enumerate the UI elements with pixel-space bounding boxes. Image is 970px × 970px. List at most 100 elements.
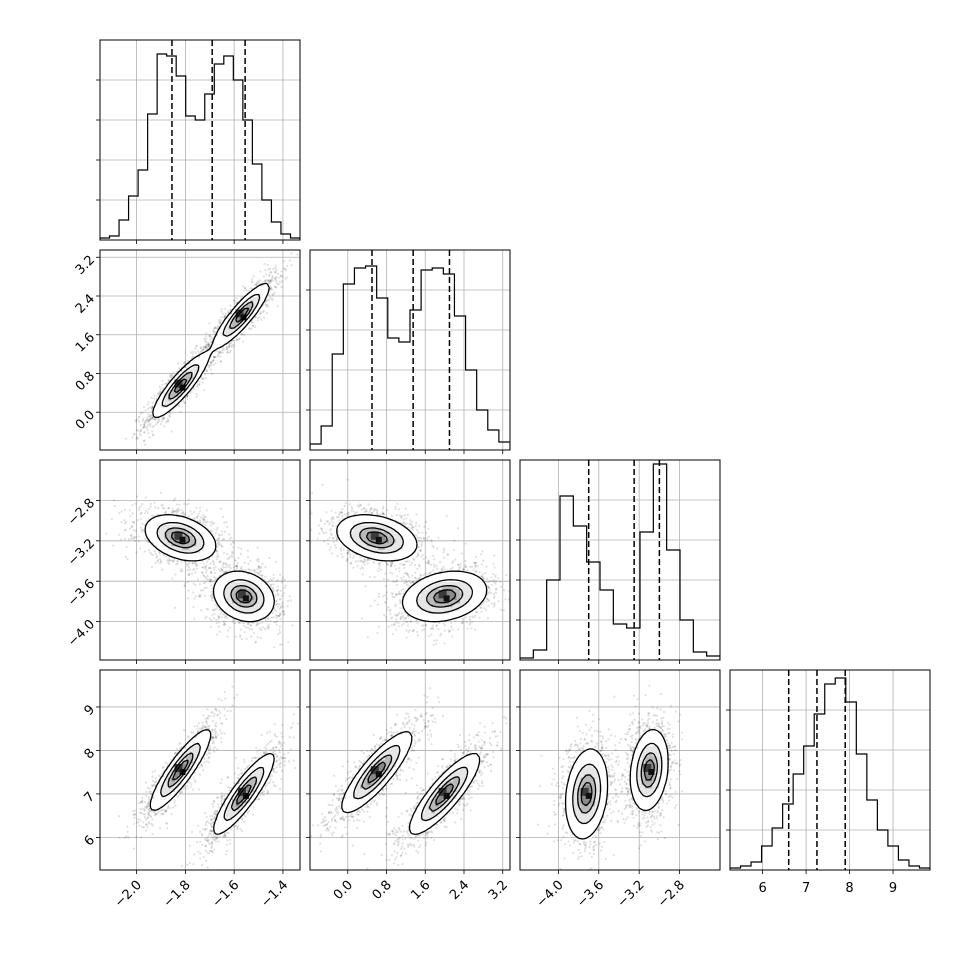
scatter-point-2-0-0-420 bbox=[202, 520, 205, 524]
scatter-point-2-0-1-417 bbox=[184, 581, 187, 584]
scatter-point-1-0-1-209 bbox=[218, 321, 221, 324]
scatter-point-1-0-1-1029 bbox=[268, 274, 271, 277]
scatter-point-2-0-0-796 bbox=[149, 502, 152, 506]
scatter-point-1-0-1-950 bbox=[229, 304, 232, 307]
scatter-point-2-0-1-259 bbox=[264, 575, 267, 578]
scatter-point-2-0-1-822 bbox=[283, 578, 286, 582]
scatter-point-1-0-0-626 bbox=[170, 430, 173, 433]
density-cell-1-0-44-46 bbox=[264, 289, 269, 294]
scatter-point-1-0-1-440 bbox=[250, 327, 253, 330]
scatter-point-2-0-0-380 bbox=[181, 511, 184, 515]
scatter-point-2-0-0-988 bbox=[168, 559, 171, 562]
density-cell-1-0-32-37 bbox=[232, 332, 237, 337]
scatter-point-2-0-0-392 bbox=[198, 583, 201, 586]
scatter-point-2-0-0-311 bbox=[130, 525, 134, 528]
scatter-point-1-0-1-347 bbox=[250, 281, 253, 284]
scatter-point-2-0-1-764 bbox=[203, 594, 207, 597]
density-cell-1-0-42-45 bbox=[260, 296, 265, 301]
scatter-point-2-0-1-547 bbox=[249, 624, 252, 627]
scatter-point-1-0-1-886 bbox=[288, 259, 291, 262]
scatter-point-1-0-0-568 bbox=[202, 377, 205, 380]
scatter-point-1-0-1-528 bbox=[252, 324, 255, 327]
scatter-point-2-0-0-991 bbox=[179, 570, 183, 573]
scatter-point-2-0-1-420 bbox=[251, 628, 254, 631]
scatter-point-2-0-0-220 bbox=[196, 516, 199, 520]
scatter-point-2-0-0-755 bbox=[128, 527, 132, 530]
scatter-point-1-0-0-240 bbox=[136, 436, 139, 439]
scatter-point-1-0-0-1178 bbox=[186, 397, 189, 400]
scatter-point-1-0-1-355 bbox=[257, 280, 260, 283]
panel-frame-0-0 bbox=[99, 39, 301, 241]
scatter-point-1-0-0-544 bbox=[186, 395, 189, 398]
scatter-point-1-0-0-988 bbox=[157, 393, 160, 396]
scatter-point-1-0-0-179 bbox=[152, 452, 154, 454]
scatter-point-1-0-0-302 bbox=[161, 417, 164, 420]
scatter-point-2-0-1-399 bbox=[273, 608, 276, 612]
density-cell-1-0-24-27 bbox=[196, 360, 201, 365]
scatter-point-1-0-0-973 bbox=[133, 433, 136, 436]
scatter-point-2-0-0-652 bbox=[201, 517, 204, 520]
scatter-point-2-0-1-698 bbox=[256, 621, 259, 624]
scatter-point-1-0-0-536 bbox=[148, 418, 151, 421]
density-cell-1-0-18-19 bbox=[167, 382, 173, 387]
scatter-point-2-0-0-408 bbox=[176, 562, 179, 565]
scatter-point-1-0-0-939 bbox=[150, 407, 154, 410]
scatter-point-2-0-0-1070 bbox=[191, 562, 194, 565]
scatter-point-2-0-1-943 bbox=[261, 562, 264, 565]
scatter-point-2-0-0-1009 bbox=[164, 511, 167, 514]
scatter-point-2-0-1-283 bbox=[276, 602, 279, 605]
scatter-point-1-0-0-197 bbox=[207, 343, 210, 347]
scatter-point-1-0-0-275 bbox=[150, 414, 153, 417]
scatter-point-1-0-1-387 bbox=[266, 303, 269, 307]
scatter-point-2-0-0-365 bbox=[206, 560, 209, 563]
scatter-point-2-0-1-828 bbox=[253, 569, 256, 572]
scatter-point-2-0-0-1195 bbox=[170, 559, 173, 562]
scatter-point-2-0-1-465 bbox=[272, 589, 275, 593]
scatter-point-2-0-1-309 bbox=[275, 623, 278, 626]
scatter-point-1-0-0-566 bbox=[143, 439, 146, 442]
scatter-point-2-0-1-823 bbox=[246, 555, 250, 559]
scatter-point-2-0-1-133 bbox=[218, 616, 221, 619]
scatter-point-1-0-0-41 bbox=[205, 344, 208, 347]
scatter-point-2-0-1-838 bbox=[186, 597, 189, 600]
scatter-point-2-0-0-760 bbox=[158, 551, 161, 554]
scatter-point-1-0-0-1171 bbox=[144, 419, 147, 422]
scatter-point-1-0-0-163 bbox=[197, 352, 201, 355]
scatter-point-2-0-0-1122 bbox=[186, 569, 190, 572]
scatter-point-1-0-1-795 bbox=[274, 276, 278, 279]
scatter-point-1-0-0-1041 bbox=[171, 374, 174, 377]
scatter-point-1-0-1-937 bbox=[214, 362, 217, 365]
scatter-point-2-0-0-894 bbox=[217, 568, 220, 571]
scatter-point-2-0-0-844 bbox=[222, 562, 225, 565]
scatter-points-1-0 bbox=[124, 252, 299, 454]
scatter-point-1-0-0-347 bbox=[213, 331, 216, 334]
scatter-point-2-0-1-39 bbox=[267, 625, 271, 628]
scatter-point-2-0-1-837 bbox=[247, 623, 250, 626]
scatter-point-1-0-1-391 bbox=[220, 360, 223, 363]
scatter-point-2-0-1-977 bbox=[211, 596, 214, 599]
scatter-point-1-0-0-782 bbox=[151, 433, 155, 436]
scatter-point-1-0-1-776 bbox=[269, 287, 272, 290]
scatter-point-2-0-0-850 bbox=[196, 578, 199, 581]
density-cell-1-0-10-16 bbox=[157, 410, 162, 415]
scatter-point-2-0-0-507 bbox=[168, 559, 171, 562]
scatter-point-2-0-0-1042 bbox=[219, 560, 222, 563]
scatter-point-1-0-0-343 bbox=[156, 421, 159, 424]
scatter-point-2-0-0-153 bbox=[193, 567, 196, 570]
scatter-point-1-0-0-535 bbox=[162, 417, 165, 420]
scatter-point-2-0-1-920 bbox=[210, 595, 213, 598]
scatter-point-2-0-0-883 bbox=[212, 563, 216, 566]
scatter-point-2-0-0-1068 bbox=[211, 555, 214, 558]
scatter-point-1-0-1-617 bbox=[208, 343, 211, 346]
scatter-point-1-0-0-180 bbox=[203, 373, 207, 376]
scatter-point-2-0-0-780 bbox=[158, 558, 161, 561]
scatter-point-1-0-0-421 bbox=[142, 425, 146, 428]
scatter-point-1-0-1-728 bbox=[207, 342, 210, 345]
scatter-point-1-0-0-1079 bbox=[157, 418, 160, 421]
scatter-point-1-0-0-420 bbox=[165, 421, 168, 424]
scatter-point-2-0-1-651 bbox=[225, 617, 228, 620]
scatter-point-1-0-1-738 bbox=[262, 310, 265, 314]
panel-frame-1-0 bbox=[99, 249, 301, 451]
scatter-point-2-0-0-23 bbox=[204, 565, 207, 568]
scatter-point-1-0-0-771 bbox=[161, 379, 164, 383]
